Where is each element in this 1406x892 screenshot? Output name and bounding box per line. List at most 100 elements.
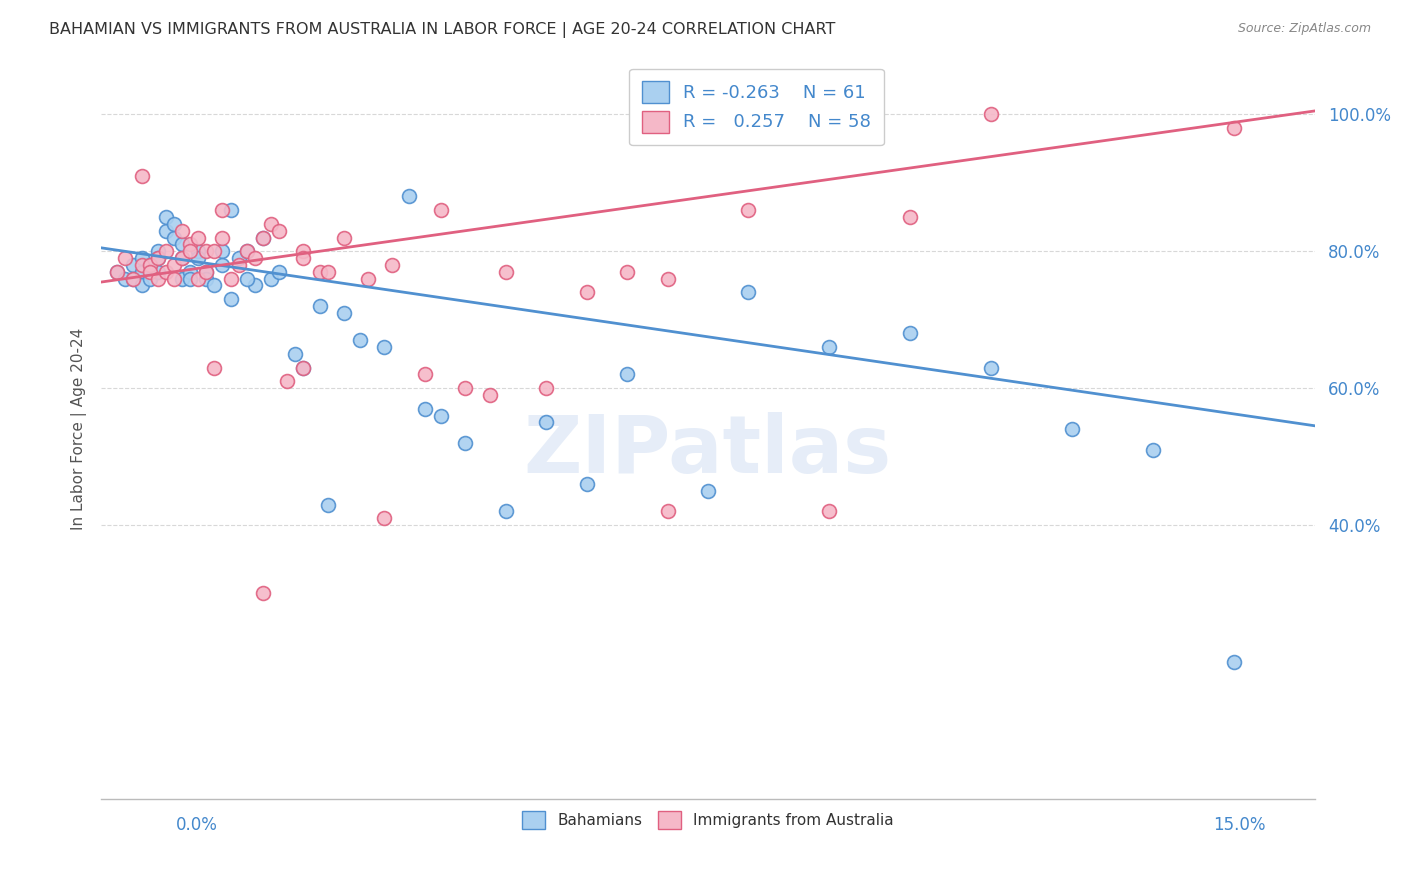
- Point: [260, 217, 283, 231]
- Point: [495, 504, 517, 518]
- Point: [228, 251, 250, 265]
- Point: [381, 258, 404, 272]
- Point: [187, 244, 209, 259]
- Point: [980, 107, 1002, 121]
- Point: [373, 511, 395, 525]
- Point: [252, 230, 274, 244]
- Point: [146, 265, 169, 279]
- Point: [114, 271, 136, 285]
- Point: [187, 230, 209, 244]
- Point: [195, 265, 218, 279]
- Point: [155, 210, 177, 224]
- Point: [211, 230, 233, 244]
- Point: [163, 271, 186, 285]
- Text: 0.0%: 0.0%: [176, 816, 218, 834]
- Point: [155, 265, 177, 279]
- Point: [980, 360, 1002, 375]
- Point: [146, 251, 169, 265]
- Point: [357, 271, 380, 285]
- Point: [202, 360, 225, 375]
- Point: [114, 251, 136, 265]
- Point: [534, 416, 557, 430]
- Point: [195, 244, 218, 259]
- Point: [105, 265, 128, 279]
- Point: [195, 265, 218, 279]
- Point: [131, 169, 153, 183]
- Point: [179, 265, 201, 279]
- Point: [292, 251, 315, 265]
- Point: [131, 265, 153, 279]
- Point: [122, 258, 145, 272]
- Point: [373, 340, 395, 354]
- Point: [575, 285, 598, 300]
- Point: [122, 271, 145, 285]
- Point: [219, 271, 242, 285]
- Point: [333, 306, 356, 320]
- Point: [243, 278, 266, 293]
- Point: [236, 244, 259, 259]
- Point: [195, 271, 218, 285]
- Point: [478, 388, 501, 402]
- Point: [333, 230, 356, 244]
- Point: [252, 230, 274, 244]
- Point: [292, 244, 315, 259]
- Point: [316, 265, 339, 279]
- Point: [202, 278, 225, 293]
- Point: [155, 224, 177, 238]
- Point: [898, 210, 921, 224]
- Point: [219, 203, 242, 218]
- Point: [105, 265, 128, 279]
- Point: [818, 340, 841, 354]
- Point: [737, 285, 759, 300]
- Point: [269, 224, 291, 238]
- Point: [1142, 442, 1164, 457]
- Point: [276, 374, 298, 388]
- Point: [187, 271, 209, 285]
- Point: [138, 258, 160, 272]
- Point: [495, 265, 517, 279]
- Point: [179, 271, 201, 285]
- Point: [170, 237, 193, 252]
- Point: [818, 504, 841, 518]
- Point: [898, 326, 921, 341]
- Point: [187, 251, 209, 265]
- Point: [131, 251, 153, 265]
- Point: [657, 504, 679, 518]
- Point: [131, 258, 153, 272]
- Point: [131, 278, 153, 293]
- Point: [170, 251, 193, 265]
- Text: BAHAMIAN VS IMMIGRANTS FROM AUSTRALIA IN LABOR FORCE | AGE 20-24 CORRELATION CHA: BAHAMIAN VS IMMIGRANTS FROM AUSTRALIA IN…: [49, 22, 835, 38]
- Point: [269, 265, 291, 279]
- Point: [413, 401, 436, 416]
- Point: [349, 333, 371, 347]
- Point: [398, 189, 420, 203]
- Point: [163, 217, 186, 231]
- Point: [413, 368, 436, 382]
- Point: [170, 271, 193, 285]
- Point: [179, 237, 201, 252]
- Point: [308, 265, 330, 279]
- Point: [170, 251, 193, 265]
- Point: [284, 347, 307, 361]
- Point: [211, 244, 233, 259]
- Point: [138, 271, 160, 285]
- Point: [292, 360, 315, 375]
- Point: [454, 381, 477, 395]
- Point: [236, 271, 259, 285]
- Text: ZIPatlas: ZIPatlas: [524, 412, 891, 491]
- Point: [260, 271, 283, 285]
- Point: [146, 244, 169, 259]
- Point: [243, 251, 266, 265]
- Point: [308, 299, 330, 313]
- Point: [138, 258, 160, 272]
- Point: [163, 230, 186, 244]
- Point: [138, 265, 160, 279]
- Point: [122, 271, 145, 285]
- Point: [657, 271, 679, 285]
- Point: [163, 258, 186, 272]
- Point: [737, 203, 759, 218]
- Point: [202, 244, 225, 259]
- Point: [146, 271, 169, 285]
- Text: 15.0%: 15.0%: [1213, 816, 1265, 834]
- Point: [211, 258, 233, 272]
